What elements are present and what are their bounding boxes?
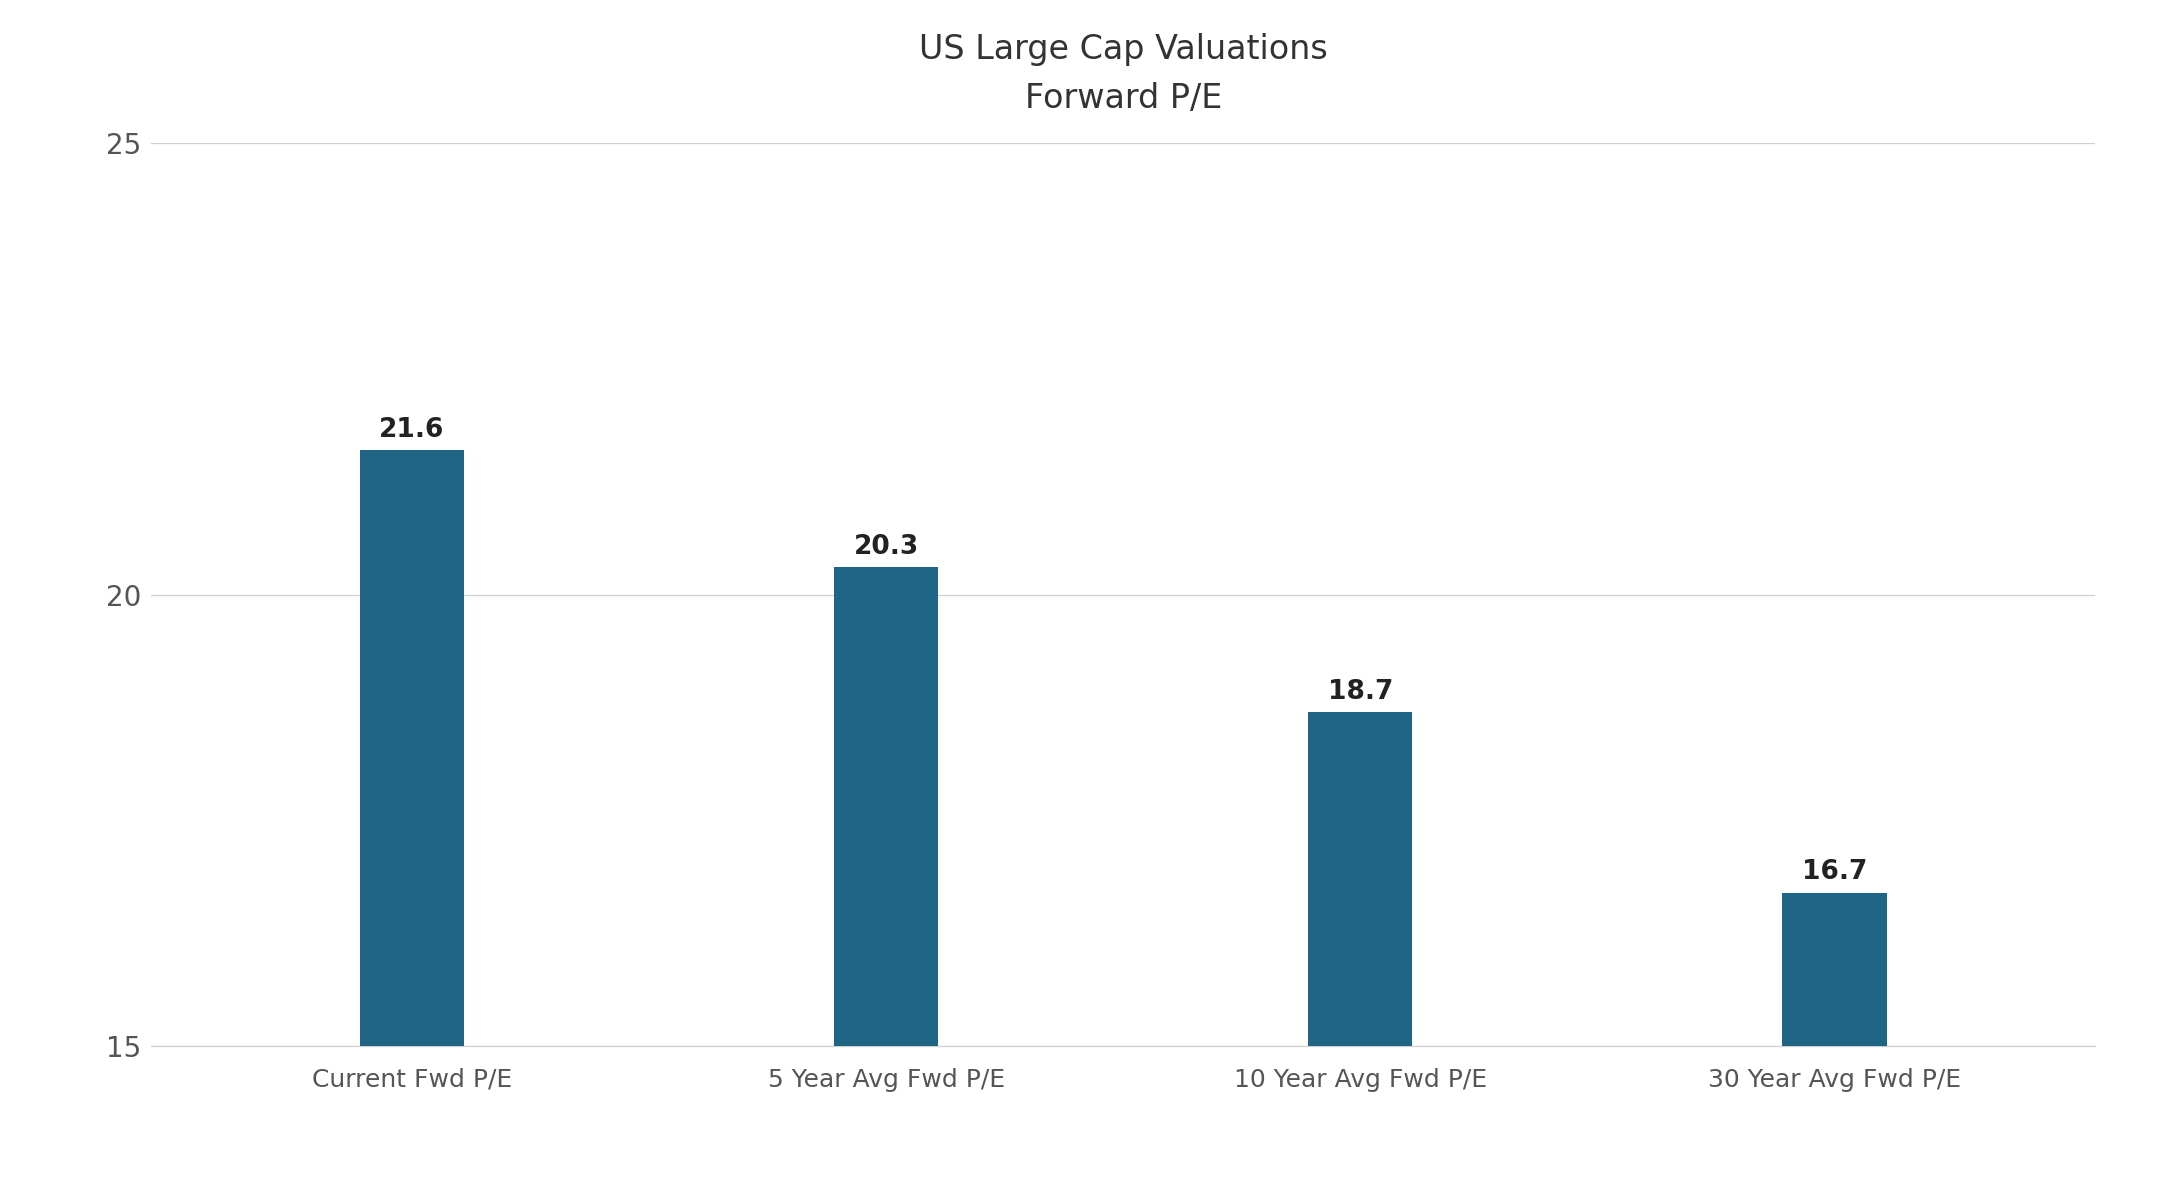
Title: US Large Cap Valuations
Forward P/E: US Large Cap Valuations Forward P/E [918, 33, 1328, 115]
Text: 20.3: 20.3 [853, 534, 918, 560]
Text: 16.7: 16.7 [1801, 860, 1866, 886]
Bar [834, 567, 937, 1189]
Text: 18.7: 18.7 [1328, 679, 1393, 705]
Bar [1309, 712, 1413, 1189]
Text: 21.6: 21.6 [380, 416, 445, 442]
Bar [1782, 893, 1886, 1189]
Bar [361, 449, 464, 1189]
